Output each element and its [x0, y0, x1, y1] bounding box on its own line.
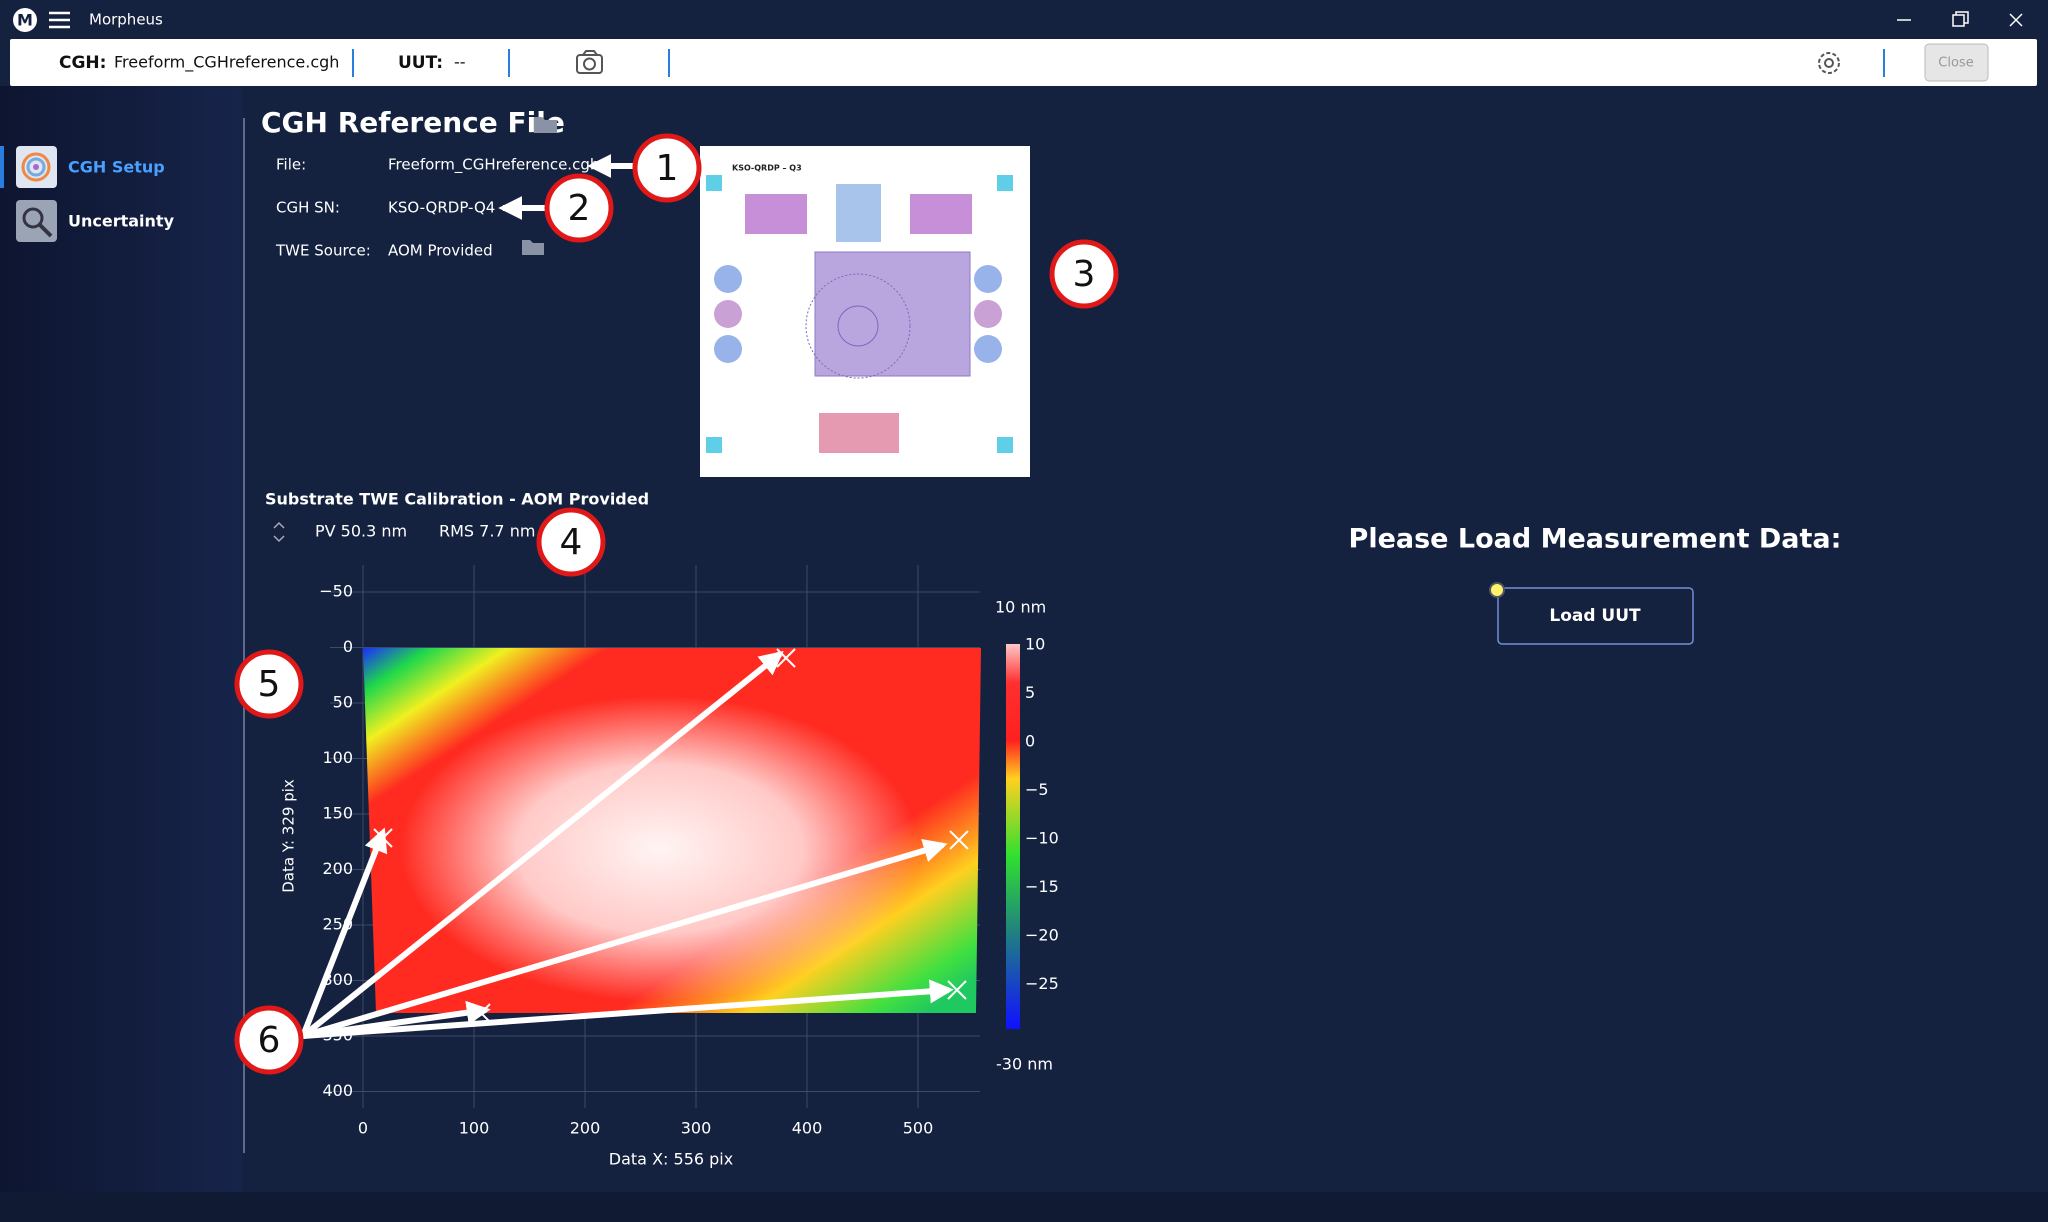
colorbar-tick-label: 10 — [1025, 635, 1045, 654]
colorbar-tick-label: −5 — [1025, 780, 1049, 799]
twe-plot: 0100200300400500−50050100150200250300350… — [280, 565, 1059, 1169]
colorbar-tick-label: 5 — [1025, 683, 1035, 702]
annotation-number: 1 — [656, 148, 679, 189]
settings-button[interactable] — [1818, 52, 1840, 74]
colorbar-tick-label: −15 — [1025, 877, 1059, 896]
annotation-number: 3 — [1073, 254, 1096, 295]
section-title: CGH Reference File — [261, 106, 565, 139]
annotation-arrow — [302, 838, 948, 1039]
twe-folder-button[interactable] — [522, 240, 544, 255]
x-tick-label: 300 — [681, 1119, 712, 1138]
title-bar — [0, 0, 2048, 39]
colorbar-tick-label: 0 — [1025, 732, 1035, 751]
uut-label: UUT: — [398, 53, 443, 73]
annotation-number: 4 — [560, 522, 583, 563]
field-label: CGH SN: — [276, 199, 340, 217]
x-tick-label: 0 — [358, 1119, 368, 1138]
annotation-circle — [544, 173, 614, 243]
annotation-number: 2 — [568, 188, 591, 229]
calibration-title: Substrate TWE Calibration - AOM Provided — [265, 490, 649, 509]
close-button[interactable] — [1924, 43, 1989, 82]
nav-label: CGH Setup — [68, 158, 165, 177]
annotation-number: 5 — [258, 664, 281, 705]
annotation-arrow — [301, 650, 784, 1039]
restore-button[interactable] — [1952, 11, 1969, 27]
annotation-arrow — [300, 827, 388, 1038]
annotation-circle — [234, 649, 304, 719]
x-tick-label: 200 — [570, 1119, 601, 1138]
annotation-arrow — [302, 1000, 491, 1039]
load-uut-button[interactable] — [1497, 587, 1694, 645]
menu-button[interactable] — [49, 11, 70, 29]
field-value: KSO-QRDP-Q4 — [388, 199, 495, 217]
sidebar — [0, 86, 242, 1192]
annotation-circle — [234, 1005, 304, 1075]
field-label: File: — [276, 156, 306, 174]
y-tick-label: 50 — [333, 693, 353, 712]
close-button-label: Close — [1938, 56, 1973, 71]
y-axis-title: Data Y: 329 pix — [280, 779, 298, 893]
camera-button[interactable] — [576, 50, 603, 74]
status-bar — [0, 1192, 2048, 1222]
cgh-value: Freeform_CGHreference.cgh — [114, 53, 339, 73]
y-tick-label: −50 — [319, 582, 353, 601]
logo-badge — [13, 8, 37, 32]
y-tick-label: 200 — [322, 859, 353, 878]
x-axis-title: Data X: 556 pix — [609, 1150, 733, 1169]
status-dot — [1489, 582, 1505, 598]
open-folder-button[interactable] — [534, 117, 557, 133]
rms-value: RMS 7.7 nm — [439, 522, 535, 541]
uut-value: -- — [454, 53, 466, 72]
point-marker — [949, 830, 969, 850]
pv-value: PV 50.3 nm — [315, 522, 407, 541]
annotation-circle — [632, 133, 702, 203]
cgh-label: CGH: — [59, 53, 106, 73]
app-name: Morpheus — [89, 11, 163, 29]
annotation-number: 6 — [258, 1020, 281, 1061]
colorbar — [1006, 644, 1020, 1029]
y-tick-label: 100 — [322, 748, 353, 767]
annotation-circle — [1049, 239, 1119, 309]
load-uut-label: Load UUT — [1549, 606, 1641, 626]
logo: M — [17, 11, 33, 30]
annotation-circle — [536, 507, 606, 577]
field-value: Freeform_CGHreference.cgh — [388, 156, 599, 175]
y-tick-label: 400 — [322, 1081, 353, 1100]
heatmap-center — [363, 648, 981, 1013]
cgh-thumbnail: KSO-QRDP – Q3 — [700, 146, 1030, 477]
x-tick-label: 100 — [459, 1119, 490, 1138]
field-value: AOM Provided — [388, 242, 493, 260]
cgh-setup-nav[interactable]: CGH Setup — [16, 146, 165, 188]
window-close-button[interactable] — [2009, 13, 2023, 27]
load-prompt: Please Load Measurement Data: — [1349, 524, 1842, 555]
thumbnail-label: KSO-QRDP – Q3 — [732, 164, 802, 173]
expand-toggle[interactable] — [273, 521, 285, 543]
toolbar — [10, 39, 2037, 86]
annotation-arrow — [302, 979, 954, 1039]
colorbar-min: -30 nm — [996, 1055, 1053, 1074]
colorbar-tick-label: −20 — [1025, 926, 1059, 945]
colorbar-tick-label: −25 — [1025, 974, 1059, 993]
x-tick-label: 500 — [903, 1119, 934, 1138]
x-tick-label: 400 — [792, 1119, 823, 1138]
nav-label: Uncertainty — [68, 212, 175, 231]
colorbar-max: 10 nm — [995, 598, 1046, 617]
field-label: TWE Source: — [275, 242, 371, 260]
uncertainty-nav[interactable]: Uncertainty — [16, 200, 175, 242]
y-tick-label: 0 — [343, 637, 353, 656]
colorbar-tick-label: −10 — [1025, 829, 1059, 848]
active-indicator — [0, 146, 4, 188]
y-tick-label: 150 — [322, 804, 353, 823]
